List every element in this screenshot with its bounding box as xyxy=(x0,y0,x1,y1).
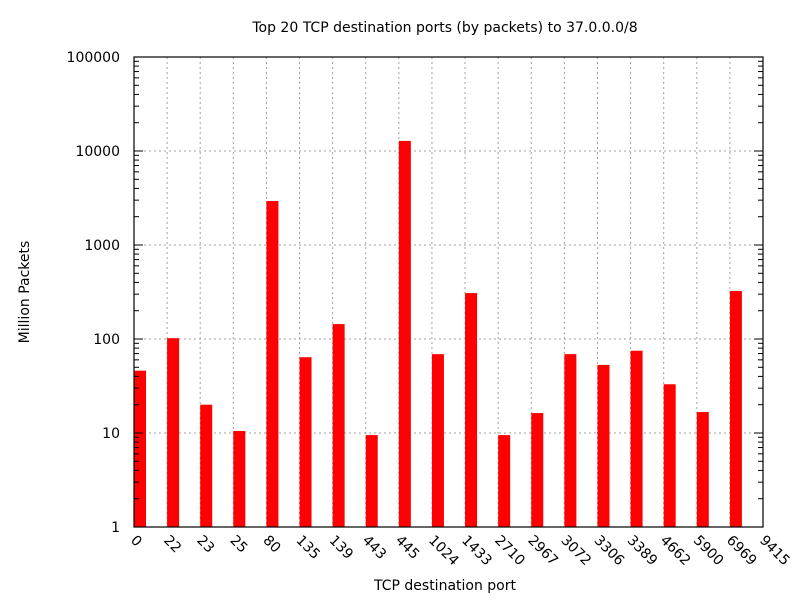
y-tick-label: 1000 xyxy=(84,238,120,254)
x-tick-label: 445 xyxy=(392,533,422,563)
x-tick-label: 139 xyxy=(326,533,356,563)
x-tick-label: 2710 xyxy=(491,533,528,570)
bar-22 xyxy=(167,338,180,527)
x-tick-label: 80 xyxy=(260,533,284,557)
bar-3072 xyxy=(564,354,577,527)
bar-23 xyxy=(200,404,213,527)
bar-1433 xyxy=(465,293,478,527)
x-tick-label: 1433 xyxy=(458,533,495,570)
bar-443 xyxy=(365,435,378,527)
x-tick-label: 443 xyxy=(359,533,389,563)
bar-445 xyxy=(398,140,411,528)
bar-80 xyxy=(266,200,279,528)
x-axis-label: TCP destination port xyxy=(373,578,517,594)
bar-0 xyxy=(134,370,146,527)
y-axis-label: Million Packets xyxy=(17,241,33,344)
x-tick-label: 25 xyxy=(226,533,250,557)
bar-4662 xyxy=(663,384,676,527)
plot-border xyxy=(133,56,764,528)
x-tick-label: 2967 xyxy=(524,533,561,570)
bar-2967 xyxy=(531,413,544,527)
chart-title: Top 20 TCP destination ports (by packets… xyxy=(251,20,637,36)
x-tick-label: 3072 xyxy=(558,533,595,570)
y-tick-label: 10000 xyxy=(75,144,120,160)
x-tick-label: 9415 xyxy=(756,533,793,570)
y-tick-label: 100000 xyxy=(67,50,120,66)
bar-3306 xyxy=(597,364,610,527)
bar-6969 xyxy=(729,291,742,527)
x-tick-label: 6969 xyxy=(723,533,760,570)
bar-5900 xyxy=(696,412,709,527)
x-tick-label: 1024 xyxy=(425,533,462,570)
bar-139 xyxy=(332,324,345,527)
bar-3389 xyxy=(630,350,643,527)
y-tick-label: 1 xyxy=(111,520,120,536)
bar-25 xyxy=(233,431,246,527)
x-tick-label: 23 xyxy=(193,533,217,557)
x-tick-label: 5900 xyxy=(690,533,727,570)
x-tick-label: 22 xyxy=(160,533,184,557)
y-tick-label: 10 xyxy=(102,426,120,442)
bar-2710 xyxy=(498,435,511,527)
x-tick-label: 4662 xyxy=(657,533,694,570)
bar-135 xyxy=(299,357,312,527)
x-tick-label: 135 xyxy=(293,533,323,563)
x-tick-label: 0 xyxy=(127,533,145,551)
y-tick-label: 100 xyxy=(93,332,120,348)
x-tick-label: 3389 xyxy=(624,533,661,570)
bars xyxy=(134,140,742,528)
x-tick-label: 3306 xyxy=(591,533,628,570)
bar-1024 xyxy=(431,354,444,527)
